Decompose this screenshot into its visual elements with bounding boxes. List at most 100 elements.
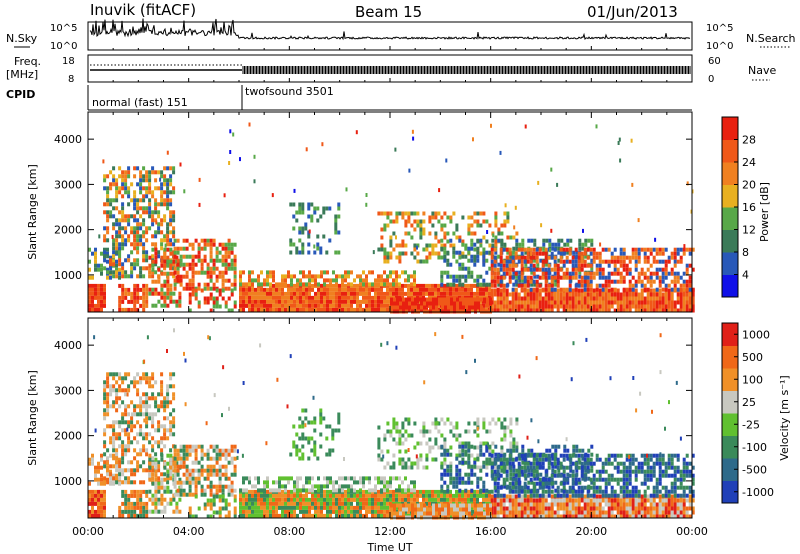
heatmap-cell [172,408,176,413]
heatmap-cell [275,307,278,312]
heatmap-cell [631,255,635,260]
heatmap-cell [646,255,650,260]
heatmap-cell [529,263,533,268]
heatmap-cell [688,308,692,313]
heatmap-cell [643,247,647,252]
heatmap-cell [437,211,441,216]
heatmap-cell [559,300,563,305]
heatmap-cell [169,218,173,223]
heatmap-cell [133,505,137,510]
heatmap-cell [281,287,284,292]
heatmap-cell [434,235,438,240]
heatmap-cell [595,292,599,297]
heatmap-cell [544,308,548,313]
heatmap-cell [91,505,94,510]
heatmap-cell [471,297,474,302]
heatmap-cell [514,205,517,210]
heatmap-cell [544,279,548,284]
heatmap-cell [221,452,225,457]
heatmap-cell [215,300,219,305]
heatmap-cell [160,303,164,308]
heatmap-cell [337,250,341,255]
heatmap-cell [118,420,122,425]
heatmap-cell [224,514,228,519]
heatmap-cell [160,238,164,243]
heatmap-cell [401,251,405,256]
heatmap-cell [514,296,518,301]
heatmap-cell [578,246,582,251]
heatmap-cell [350,493,353,498]
heatmap-cell [230,246,234,251]
heatmap-cell [154,505,158,510]
heatmap-cell [682,296,686,301]
heatmap-cell [166,186,170,191]
heatmap-cell [301,206,305,211]
heatmap-cell [154,396,158,401]
heatmap-cell [287,489,290,494]
heatmap-cell [157,279,161,284]
heatmap-cell [553,259,557,264]
heatmap-cell [183,189,186,194]
heatmap-cell [109,258,113,263]
heatmap-cell [533,258,537,263]
heatmap-cell [428,251,432,256]
heatmap-cell [272,287,275,292]
heatmap-cell [359,509,362,514]
heatmap-cell [127,432,131,437]
heatmap-cell [383,307,386,312]
heatmap-cell [109,266,113,271]
heatmap-cell [112,214,116,219]
heatmap-cell [169,283,173,288]
heatmap-cell [305,493,308,498]
heatmap-cell [371,307,374,312]
heatmap-cell [396,305,399,310]
heatmap-cell [410,287,413,292]
heatmap-cell [428,489,431,494]
heatmap-cell [111,234,114,239]
heatmap-cell [533,282,537,287]
heatmap-cell [455,489,458,494]
heatmap-cell [182,246,186,251]
heatmap-cell [115,420,119,425]
heatmap-cell [577,267,581,272]
heatmap-cell [477,297,480,302]
heatmap-cell [163,251,167,256]
heatmap-cell [437,287,440,292]
heatmap-cell [166,404,170,409]
heatmap-cell [151,392,155,397]
heatmap-cell [682,292,686,297]
heatmap-cell [88,295,91,300]
heatmap-cell [284,307,287,312]
heatmap-cell [182,452,186,457]
heatmap-cell [160,174,164,179]
heatmap-cell [529,296,533,301]
heatmap-cell [254,299,257,304]
heatmap-cell [380,235,384,240]
heatmap-cell [230,444,234,449]
heatmap-cell [148,170,152,175]
heatmap-cell [637,308,641,313]
heatmap-cell [233,444,237,449]
heatmap-cell [224,484,228,489]
heatmap-cell [212,468,216,473]
heatmap-cell [496,275,500,280]
heatmap-cell [100,263,103,268]
heatmap-cell [344,303,347,308]
heatmap-cell [434,251,438,256]
heatmap-cell [206,468,210,473]
heatmap-cell [299,493,302,498]
heatmap-cell [538,247,542,252]
heatmap-cell [257,505,260,510]
heatmap-cell [142,295,146,300]
heatmap-cell [622,308,626,313]
heatmap-cell [188,286,192,291]
heatmap-cell [440,278,444,283]
heatmap-cell [166,283,170,288]
heatmap-cell [610,304,614,309]
heatmap-cell [472,137,474,142]
heatmap-cell [493,279,497,284]
heatmap-cell [617,141,620,145]
heatmap-cell [154,218,158,223]
heatmap-cell [242,270,245,275]
heatmap-cell [582,228,584,233]
